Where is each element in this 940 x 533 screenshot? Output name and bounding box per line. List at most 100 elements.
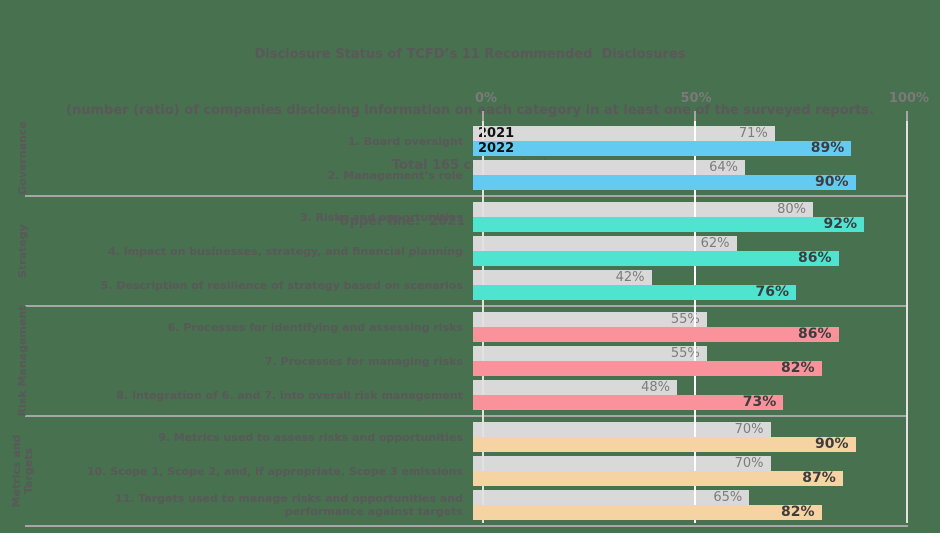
value-label-2021: 64% [709, 160, 738, 175]
title-line-1: Disclosure Status of TCFD’s 11 Recommend… [254, 47, 686, 62]
bar-2021-risk-management: 55% [473, 312, 707, 327]
value-label-2022: 89% [810, 140, 845, 156]
chart-row: 11. Targets used to manage risks and opp… [46, 490, 940, 520]
bar-2022-strategy: 92% [473, 217, 864, 232]
chart-row: 6. Processes for identifying and assessi… [46, 312, 940, 342]
row-label: 11. Targets used to manage risks and opp… [114, 492, 463, 518]
group-divider [25, 415, 908, 417]
value-label-2021: 55% [670, 346, 700, 361]
group-rows: 3. Risks and opportunities 80% 92% 4. Impac… [46, 200, 940, 302]
x-axis-label-0: 0% [474, 91, 498, 106]
value-label-2022: 73% [742, 394, 777, 410]
bar-pair: 55% 86% [473, 312, 898, 342]
bar-pair: 42% 76% [473, 270, 898, 300]
x-axis-label-50: 50% [680, 91, 712, 106]
bar-2021-strategy: 42% [473, 270, 652, 285]
value-label-2022: 86% [797, 326, 832, 342]
chart-row: 8. Integration of 6. and 7. into overall… [46, 380, 940, 410]
bar-2021-risk-management: 55% [473, 346, 707, 361]
chart-row: 10. Scope 1, Scope 2, and, if appropriat… [46, 456, 940, 486]
group-rows: 9. Metrics used to assess risks and oppo… [46, 420, 940, 522]
group-divider [25, 305, 908, 307]
chart-row: 2. Management’s role 64% 90% [46, 160, 940, 190]
bar-2022-metrics-and-targets: 90% [473, 437, 856, 452]
row-label: 2. Management’s role [327, 168, 463, 182]
chart-row: 5. Description of resilience of strategy… [46, 270, 940, 300]
value-label-2022: 90% [814, 174, 849, 190]
group-metrics-and-targets: Metrics and Targets 9. Metrics used to as… [0, 420, 940, 522]
value-label-2021: 70% [734, 422, 764, 437]
bar-2021-governance: 64% [473, 160, 745, 175]
value-label-2022: 90% [814, 436, 849, 452]
bar-pair: 48% 73% [473, 380, 898, 410]
value-label-2022: 76% [755, 284, 789, 300]
group-label-cell: Strategy [0, 200, 46, 302]
value-label-2022: 87% [802, 470, 836, 486]
series-tag-2021: 2021 [478, 126, 515, 141]
value-label-2022: 86% [797, 250, 832, 266]
value-label-2022: 82% [780, 504, 815, 520]
bar-pair: 2021 71% 2022 89% [473, 126, 898, 156]
bar-2022-risk-management: 86% [473, 327, 839, 342]
bar-pair: 70% 87% [473, 456, 898, 486]
bar-2021-metrics-and-targets: 65% [473, 490, 750, 505]
bar-pair: 65% 82% [473, 490, 898, 520]
bar-2021-strategy: 80% [473, 202, 813, 217]
bar-2021-risk-management: 48% [473, 380, 677, 395]
bar-2022-strategy: 76% [473, 285, 796, 300]
x-axis-label-100: 100% [888, 91, 930, 106]
bar-2022-metrics-and-targets: 87% [473, 471, 843, 486]
row-label: 8. Integration of 6. and 7. into overall… [116, 388, 463, 402]
row-label: 9. Metrics used to assess risks and oppo… [158, 430, 463, 444]
row-label: 5. Description of resilience of strategy… [100, 278, 463, 292]
chart-row: 7. Processes for managing risks 55% 82% [46, 346, 940, 376]
group-label-strategy: Strategy [16, 224, 29, 278]
bar-2021-strategy: 62% [473, 236, 737, 251]
group-label-risk-management: Risk Management [16, 305, 29, 417]
group-rows: 1. Board oversight 2021 71% 2022 89% 2. Manag… [46, 124, 940, 192]
gridline-0 [482, 121, 484, 523]
bar-pair: 80% 92% [473, 202, 898, 232]
bar-2022-governance: 90% [473, 175, 856, 190]
row-label: 6. Processes for identifying and assessi… [167, 320, 463, 334]
row-label: 7. Processes for managing risks [264, 354, 463, 368]
bar-2022-risk-management: 73% [473, 394, 784, 410]
row-label: 1. Board oversight [347, 134, 463, 148]
group-risk-management: Risk Management 6. Processes for identify… [0, 306, 940, 416]
bar-2021-governance: 2021 71% [473, 126, 775, 141]
bar-pair: 64% 90% [473, 160, 898, 190]
value-label-2021: 80% [777, 202, 806, 217]
bar-groups: Governance 1. Board oversight 2021 71% 2022 8… [0, 121, 940, 530]
chart-row: 3. Risks and opportunities 80% 92% [46, 202, 940, 232]
row-label: 4. Impact on businesses, strategy, and f… [107, 244, 463, 258]
value-label-2021: 42% [615, 270, 645, 285]
value-label-2021: 62% [700, 236, 730, 251]
value-label-2021: 71% [738, 126, 768, 141]
bar-pair: 70% 90% [473, 422, 898, 452]
bar-2022-strategy: 86% [473, 251, 839, 266]
group-strategy: Strategy 3. Risks and opportunities 80% 92%… [0, 200, 940, 302]
value-label-2021: 48% [641, 380, 670, 395]
group-label-governance: Governance [16, 121, 29, 195]
group-rows: 6. Processes for identifying and assessi… [46, 310, 940, 412]
bar-pair: 62% 86% [473, 236, 898, 266]
bar-2022-governance: 2022 89% [473, 140, 852, 156]
value-label-2022: 92% [823, 216, 857, 232]
bar-pair: 55% 82% [473, 346, 898, 376]
value-label-2022: 82% [780, 360, 815, 376]
value-label-2021: 70% [734, 456, 764, 471]
gridline-50 [694, 121, 696, 523]
chart-row: 1. Board oversight 2021 71% 2022 89% [46, 126, 940, 156]
series-tag-2022: 2022 [478, 141, 515, 156]
value-label-2021: 55% [670, 312, 700, 327]
chart-row: 9. Metrics used to assess risks and oppo… [46, 422, 940, 452]
group-label-cell: Governance [0, 121, 46, 195]
gridline-100 [906, 121, 908, 523]
bar-2022-metrics-and-targets: 82% [473, 505, 822, 520]
row-label: 10. Scope 1, Scope 2, and, if appropriat… [86, 464, 463, 478]
value-label-2021: 65% [713, 490, 743, 505]
group-governance: Governance 1. Board oversight 2021 71% 2022 8… [0, 121, 940, 195]
axis-tick-0 [482, 111, 484, 121]
group-label-metrics-and-targets: Metrics and Targets [10, 434, 35, 508]
